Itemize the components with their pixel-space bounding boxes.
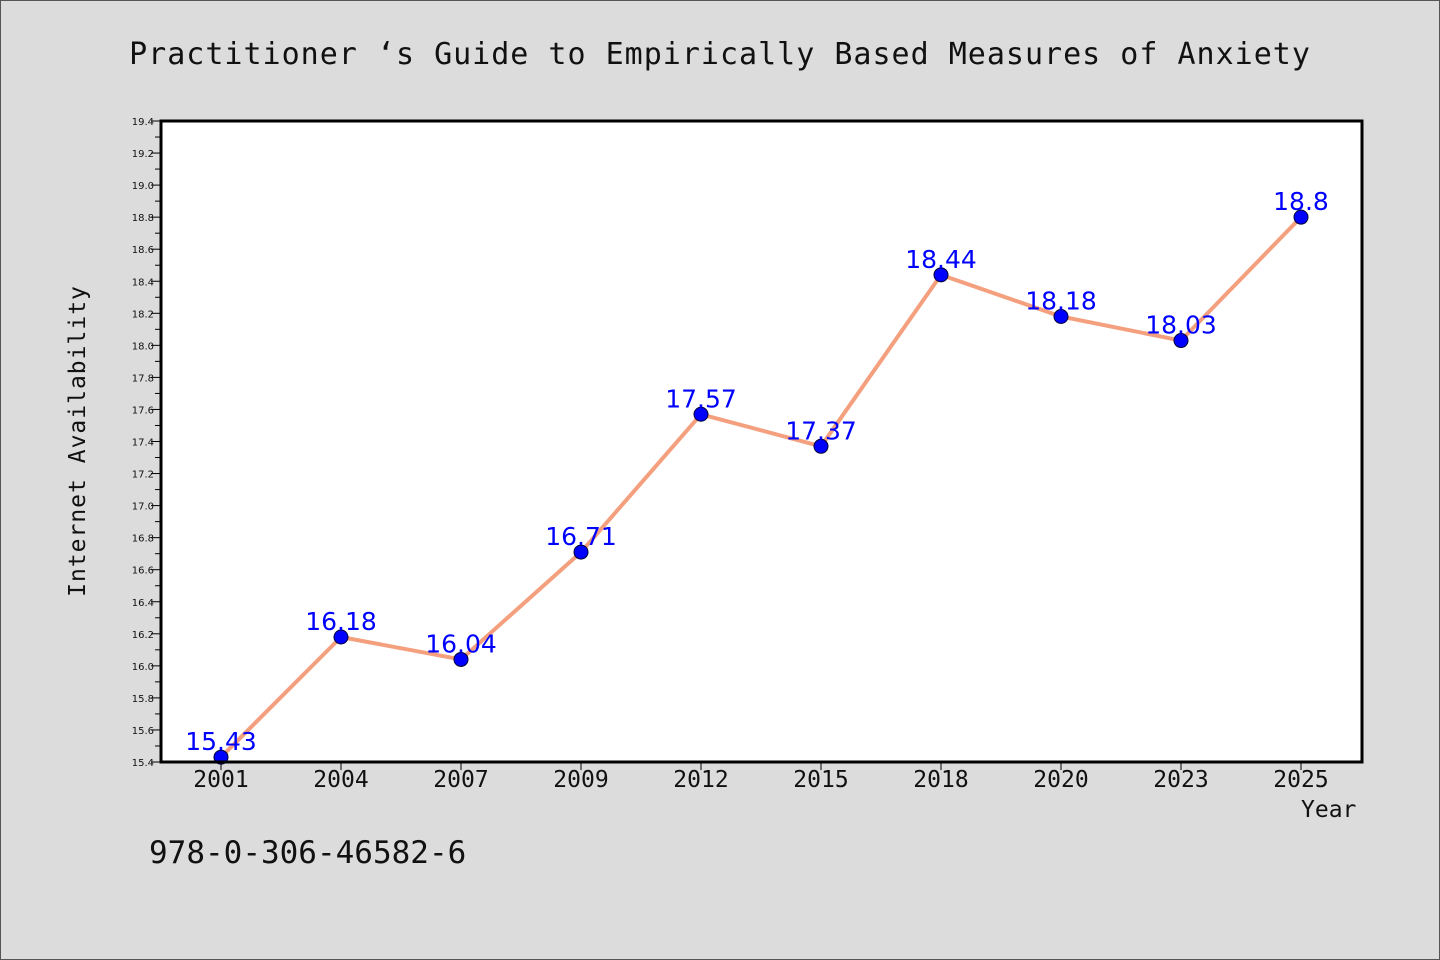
x-axis-ticks: 2001 2004 2007 2009 2012 2015 2018 2020 2023 2025 xyxy=(193,762,1329,793)
data-label: 18.18 xyxy=(1025,287,1097,316)
isbn-text: 978-0-306-46582-6 xyxy=(149,835,467,871)
y-tick-label: 15.6 xyxy=(132,726,154,737)
y-tick-label: 18.2 xyxy=(132,309,154,320)
data-point xyxy=(573,544,589,560)
data-label: 17.57 xyxy=(665,384,737,413)
y-tick-label: 19.0 xyxy=(132,181,154,192)
data-point xyxy=(1053,309,1069,325)
x-tick-label: 2018 xyxy=(913,767,968,793)
y-tick-label: 17.8 xyxy=(132,373,154,384)
data-point xyxy=(933,267,949,283)
x-tick-label: 2007 xyxy=(433,767,488,793)
x-tick-label: 2023 xyxy=(1153,767,1208,793)
data-point xyxy=(333,629,349,645)
y-tick-label: 16.4 xyxy=(132,598,154,609)
y-tick-label: 19.2 xyxy=(132,149,154,160)
x-tick-label: 2001 xyxy=(193,767,248,793)
y-tick-label: 18.8 xyxy=(132,213,154,224)
data-label: 16.71 xyxy=(545,522,617,551)
plot-area xyxy=(161,121,1362,762)
chart-title: Practitioner ‘s Guide to Empirically Bas… xyxy=(129,37,1311,72)
data-point xyxy=(1293,209,1309,225)
y-tick-label: 18.0 xyxy=(132,341,154,352)
y-tick-label: 15.8 xyxy=(132,694,154,705)
y-tick-label: 18.6 xyxy=(132,245,154,256)
y-tick-label: 16.6 xyxy=(132,566,154,577)
series-line xyxy=(219,215,1303,760)
y-tick-label: 16.0 xyxy=(132,662,154,673)
x-tick-label: 2012 xyxy=(673,767,728,793)
y-tick-label: 17.6 xyxy=(132,405,154,416)
x-tick-label: 2004 xyxy=(313,767,368,793)
y-tick-label: 15.4 xyxy=(132,758,154,769)
x-tick-label: 2015 xyxy=(793,767,848,793)
y-tick-label: 17.0 xyxy=(132,502,154,513)
data-point xyxy=(813,438,829,454)
data-point xyxy=(1173,333,1189,349)
data-label: 16.18 xyxy=(305,607,377,636)
y-tick-label: 17.4 xyxy=(132,438,154,449)
data-label: 18.03 xyxy=(1145,311,1217,340)
data-labels: 15.43 16.18 16.04 16.71 17.57 17.37 18.44 18.18… xyxy=(185,187,1329,756)
x-tick-label: 2009 xyxy=(553,767,608,793)
plot-frame xyxy=(159,119,1364,764)
y-tick-label: 18.4 xyxy=(132,277,154,288)
y-axis-ticks: 15.4 15.6 15.8 16.0 16.2 16.4 16.6 16.8 17.0 17.2… xyxy=(132,117,161,769)
data-point xyxy=(453,651,469,667)
series-group xyxy=(213,209,1309,765)
y-tick-label: 17.2 xyxy=(132,470,154,481)
y-tick-label: 19.4 xyxy=(132,117,154,128)
data-label: 17.37 xyxy=(785,416,857,445)
data-label: 15.43 xyxy=(185,727,257,756)
data-label: 18.8 xyxy=(1273,187,1329,216)
data-label: 18.44 xyxy=(905,245,977,274)
data-point xyxy=(693,406,709,422)
x-tick-label: 2025 xyxy=(1273,767,1328,793)
y-tick-label: 16.8 xyxy=(132,534,154,545)
data-label: 16.04 xyxy=(425,629,497,658)
x-tick-label: 2020 xyxy=(1033,767,1088,793)
x-axis-label: Year xyxy=(1301,797,1357,823)
y-tick-label: 16.2 xyxy=(132,630,154,641)
